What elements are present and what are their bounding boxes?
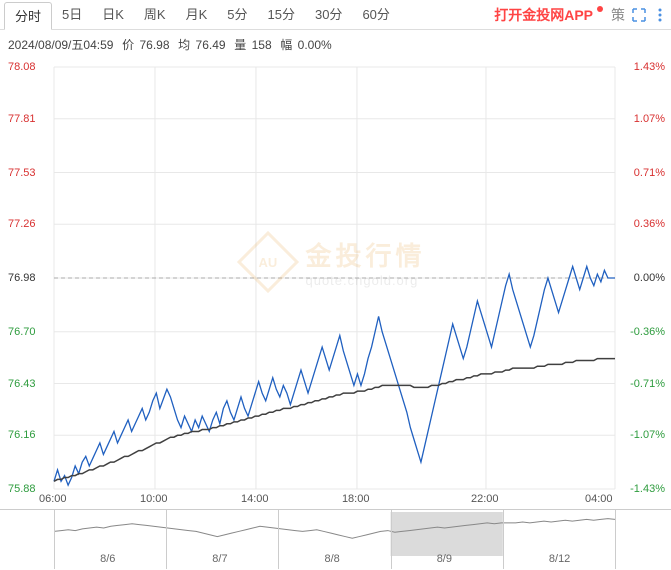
navigator-divider: [503, 510, 504, 569]
info-bar: 2024/08/09/五04:59 价 76.98 均 76.49 量 158 …: [0, 30, 671, 59]
y-axis-left-label: 76.70: [8, 326, 36, 338]
notification-dot-icon: [597, 6, 603, 12]
y-axis-right-label: 0.36%: [634, 218, 665, 230]
tab-2[interactable]: 日K: [92, 1, 134, 29]
tab-6[interactable]: 15分: [258, 1, 305, 29]
navigator-label: 8/7: [212, 553, 227, 565]
y-axis-right-label: 0.71%: [634, 167, 665, 179]
y-axis-right-label: -1.07%: [630, 429, 665, 441]
navigator-label: 8/8: [325, 553, 340, 565]
strategy-button[interactable]: 策: [611, 5, 625, 25]
navigator-label: 8/12: [549, 553, 570, 565]
navigator-divider: [278, 510, 279, 569]
navigator-label: 8/6: [100, 553, 115, 565]
tab-7[interactable]: 30分: [305, 1, 352, 29]
y-axis-left-label: 76.43: [8, 378, 36, 390]
x-axis-label: 10:00: [140, 493, 168, 505]
navigator-divider: [166, 510, 167, 569]
chart-svg: [0, 59, 671, 509]
x-axis-label: 22:00: [471, 493, 499, 505]
y-axis-right-label: -0.71%: [630, 378, 665, 390]
y-axis-left-label: 77.81: [8, 113, 36, 125]
tab-8[interactable]: 60分: [352, 1, 399, 29]
y-axis-right-label: -0.36%: [630, 326, 665, 338]
y-axis-left-label: 76.16: [8, 429, 36, 441]
info-datetime: 2024/08/09/五04:59: [8, 38, 113, 52]
tab-1[interactable]: 5日: [52, 1, 92, 29]
tab-0[interactable]: 分时: [4, 2, 52, 30]
y-axis-right-label: 0.00%: [634, 272, 665, 284]
tab-3[interactable]: 周K: [134, 1, 176, 29]
x-axis-label: 04:00: [585, 493, 613, 505]
x-axis-label: 14:00: [241, 493, 269, 505]
tab-5[interactable]: 5分: [217, 1, 257, 29]
info-avg: 76.49: [196, 38, 226, 52]
y-axis-left-label: 75.88: [8, 483, 36, 495]
x-axis-label: 18:00: [342, 493, 370, 505]
navigator-divider: [54, 510, 55, 569]
open-app-link[interactable]: 打开金投网APP: [494, 5, 593, 25]
x-axis-label: 06:00: [39, 493, 67, 505]
fullscreen-icon[interactable]: [631, 7, 647, 23]
y-axis-left-label: 77.53: [8, 167, 36, 179]
y-axis-left-label: 77.26: [8, 218, 36, 230]
navigator-divider: [391, 510, 392, 569]
chart-container: 分时5日日K周K月K5分15分30分60分 打开金投网APP 策 2024/08…: [0, 0, 671, 548]
info-avg-label: 均: [178, 38, 190, 52]
y-axis-right-label: 1.43%: [634, 61, 665, 73]
info-range: 0.00%: [298, 38, 332, 52]
tab-4[interactable]: 月K: [176, 1, 218, 29]
y-axis-left-label: 78.08: [8, 61, 36, 73]
more-icon[interactable]: [653, 7, 667, 23]
info-vol-label: 量: [234, 38, 246, 52]
y-axis-left-label: 76.98: [8, 272, 36, 284]
main-chart[interactable]: AU 金投行情 quote.cngold.org 75.8876.1676.43…: [0, 59, 671, 509]
tab-bar-right: 打开金投网APP 策: [494, 5, 667, 25]
y-axis-right-label: 1.07%: [634, 113, 665, 125]
navigator-label: 8/9: [437, 553, 452, 565]
navigator[interactable]: 8/6 8/7 8/8 8/9 8/12: [0, 509, 671, 569]
info-range-label: 幅: [280, 38, 292, 52]
y-axis-right-label: -1.43%: [630, 483, 665, 495]
info-price-label: 价: [122, 38, 134, 52]
tab-bar: 分时5日日K周K月K5分15分30分60分 打开金投网APP 策: [0, 0, 671, 30]
info-vol: 158: [252, 38, 272, 52]
info-price: 76.98: [139, 38, 169, 52]
navigator-divider: [615, 510, 616, 569]
